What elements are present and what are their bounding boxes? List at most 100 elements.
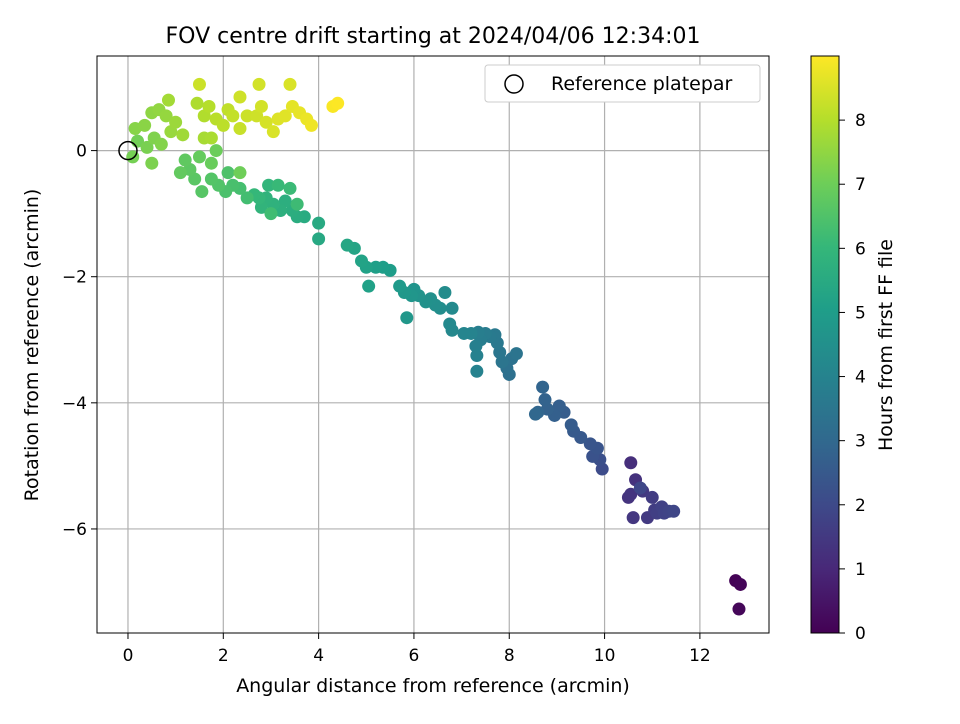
data-point [304, 118, 318, 132]
plot-frame [96, 55, 770, 634]
reference-platepar-marker [118, 140, 138, 161]
legend-box [484, 64, 761, 103]
data-point [138, 118, 152, 132]
x-tick-label: 8 [504, 646, 515, 666]
data-point [445, 301, 459, 315]
colorbar-label: Hours from first FF file [875, 239, 897, 451]
y-tick-label: −2 [62, 268, 87, 288]
data-point [362, 279, 376, 293]
y-tick-label: 0 [76, 142, 87, 162]
data-point [331, 96, 345, 110]
data-point [290, 197, 304, 211]
data-point [240, 191, 254, 205]
data-point [266, 125, 280, 139]
data-point [312, 216, 326, 230]
data-point [259, 115, 273, 129]
y-tick-label: −6 [62, 520, 87, 540]
data-point [538, 393, 552, 407]
data-point [233, 122, 247, 136]
data-point [264, 207, 278, 221]
data-point [140, 140, 154, 154]
data-point [176, 128, 190, 142]
x-tick-label: 12 [689, 646, 711, 666]
data-point [254, 99, 268, 113]
colorbar-tick-label: 2 [855, 496, 866, 516]
data-point [443, 317, 457, 331]
data-point [154, 137, 168, 151]
legend-reference-icon [504, 74, 524, 94]
data-point [470, 349, 484, 363]
x-tick-label: 6 [409, 646, 420, 666]
data-point [400, 311, 414, 325]
grid-lines [97, 56, 769, 633]
data-point [195, 185, 209, 199]
data-point [732, 602, 746, 616]
data-point [457, 326, 471, 340]
data-point [438, 285, 452, 299]
data-point [509, 347, 523, 361]
data-point [733, 577, 747, 591]
data-point [233, 90, 247, 104]
y-axis: 0 −2 −4 −6 [62, 142, 97, 540]
x-axis: 0 2 4 6 8 10 12 [123, 633, 711, 666]
data-point [312, 232, 326, 246]
data-point [528, 407, 542, 421]
data-point [169, 115, 183, 129]
data-point [340, 238, 354, 252]
x-axis-label: Angular distance from reference (arcmin) [236, 675, 630, 697]
data-point [204, 156, 218, 170]
data-point [393, 279, 407, 293]
data-point [159, 109, 173, 123]
colorbar-tick-label: 7 [855, 175, 866, 195]
data-point [233, 166, 247, 180]
data-point [192, 77, 206, 91]
legend: Reference platepar [484, 64, 761, 103]
data-point [161, 93, 175, 107]
scatter-points [126, 77, 747, 616]
data-point [278, 109, 292, 123]
data-point [145, 156, 159, 170]
colorbar: 0 1 2 3 4 5 6 7 8 Hours from first FF file [810, 55, 897, 644]
data-point [369, 260, 383, 274]
data-point [583, 437, 597, 451]
data-point [626, 511, 640, 525]
data-point [624, 487, 638, 501]
data-point [283, 77, 297, 91]
y-tick-label: −4 [62, 394, 87, 414]
data-point [190, 96, 204, 110]
x-tick-label: 4 [313, 646, 324, 666]
data-point [536, 380, 550, 394]
data-point [226, 109, 240, 123]
legend-entry-label: Reference platepar [551, 73, 733, 95]
data-point [271, 178, 285, 192]
data-point [283, 181, 297, 195]
colorbar-tick-label: 3 [855, 432, 866, 452]
colorbar-tick-label: 6 [855, 239, 866, 259]
data-point [252, 77, 266, 91]
data-point [262, 178, 276, 192]
data-point [202, 99, 216, 113]
colorbar-ticks: 0 1 2 3 4 5 6 7 8 [839, 111, 866, 644]
colorbar-tick-label: 1 [855, 560, 866, 580]
data-point [355, 254, 369, 268]
data-point [204, 172, 218, 186]
data-point [564, 418, 578, 432]
x-tick-label: 0 [123, 646, 134, 666]
x-tick-label: 2 [218, 646, 229, 666]
data-point [178, 153, 192, 167]
data-point [624, 456, 638, 470]
chart-title: FOV centre drift starting at 2024/04/06 … [166, 24, 701, 49]
data-point [470, 364, 484, 378]
colorbar-tick-label: 8 [855, 111, 866, 131]
y-axis-label: Rotation from reference (arcmin) [21, 189, 43, 502]
data-point [221, 166, 235, 180]
x-tick-label: 10 [594, 646, 616, 666]
colorbar-gradient [810, 55, 840, 634]
colorbar-tick-label: 4 [855, 368, 866, 388]
colorbar-tick-label: 0 [855, 624, 866, 644]
data-point [469, 339, 483, 353]
data-point [633, 481, 647, 495]
data-point [645, 490, 659, 504]
data-point [173, 166, 187, 180]
